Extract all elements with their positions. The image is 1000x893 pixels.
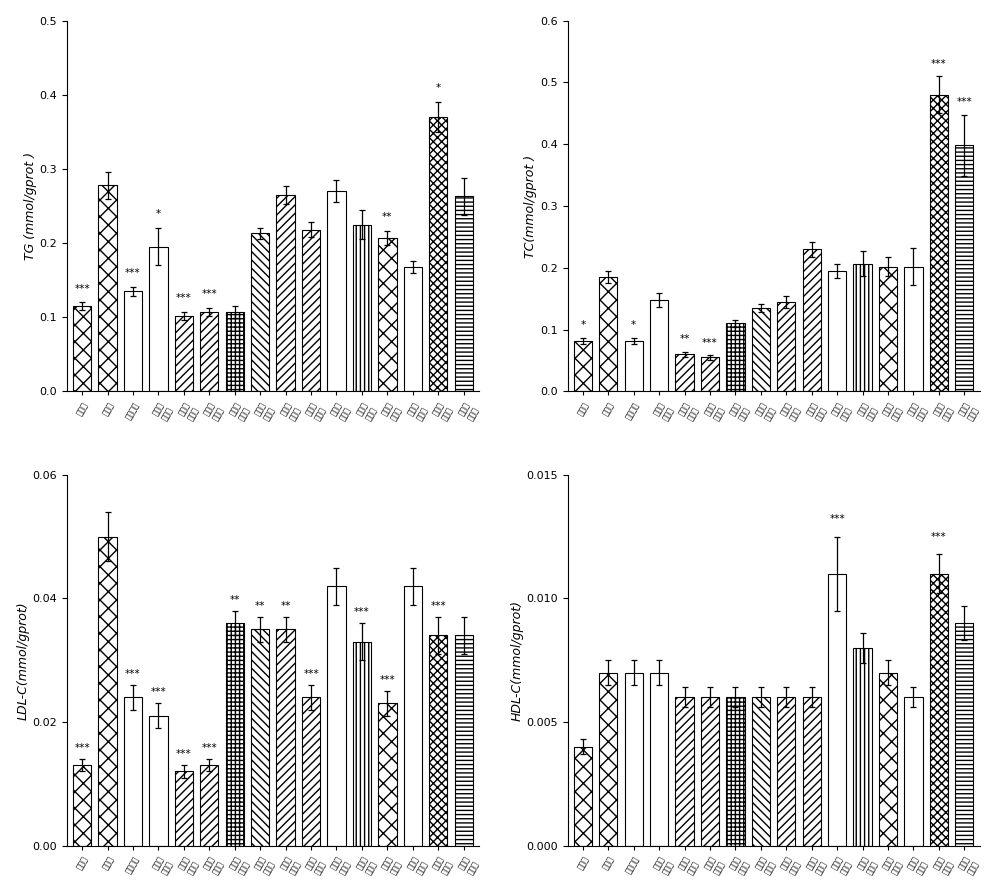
Text: *: * [436, 83, 441, 94]
Bar [149, 716, 168, 846]
Bar [955, 623, 973, 846]
Bar [353, 225, 371, 391]
Bar [625, 341, 643, 391]
Bar [302, 230, 320, 391]
Text: ***: *** [931, 59, 947, 69]
Bar [124, 697, 142, 846]
Y-axis label: TC(mmol/gprot ): TC(mmol/gprot ) [524, 154, 537, 257]
Bar [378, 238, 397, 391]
Text: ***: *** [702, 338, 718, 347]
Bar [276, 630, 295, 846]
Bar [904, 267, 923, 391]
Text: ***: *** [74, 284, 90, 294]
Bar [378, 704, 397, 846]
Bar [955, 146, 973, 391]
Bar [650, 672, 668, 846]
Bar [675, 697, 694, 846]
Bar [200, 765, 218, 846]
Bar [675, 355, 694, 391]
Text: **: ** [280, 601, 291, 611]
Bar [455, 636, 473, 846]
Text: ***: *** [303, 669, 319, 679]
Text: *: * [580, 321, 585, 330]
Bar [828, 271, 846, 391]
Bar [73, 306, 91, 391]
Bar [930, 573, 948, 846]
Bar [455, 196, 473, 391]
Bar [429, 117, 447, 391]
Bar [777, 697, 795, 846]
Text: ***: *** [956, 97, 972, 107]
Bar [828, 573, 846, 846]
Text: ***: *** [201, 289, 217, 299]
Text: *: * [156, 209, 161, 220]
Bar [803, 697, 821, 846]
Bar [599, 672, 617, 846]
Text: ***: *** [379, 675, 395, 685]
Bar [251, 233, 269, 391]
Bar [302, 697, 320, 846]
Bar [930, 95, 948, 391]
Bar [429, 636, 447, 846]
Bar [175, 316, 193, 391]
Text: ***: *** [354, 607, 370, 617]
Bar [752, 308, 770, 391]
Text: ***: *** [74, 743, 90, 753]
Text: **: ** [382, 212, 393, 221]
Bar [803, 249, 821, 391]
Bar [175, 772, 193, 846]
Bar [404, 586, 422, 846]
Bar [226, 312, 244, 391]
Text: ***: *** [430, 601, 446, 611]
Bar [726, 697, 745, 846]
Text: ***: *** [931, 531, 947, 541]
Text: ***: *** [829, 514, 845, 524]
Bar [726, 323, 745, 391]
Bar [879, 267, 897, 391]
Bar [276, 195, 295, 391]
Bar [353, 642, 371, 846]
Text: **: ** [679, 335, 690, 345]
Bar [73, 765, 91, 846]
Bar [251, 630, 269, 846]
Bar [149, 246, 168, 391]
Bar [879, 672, 897, 846]
Bar [98, 185, 117, 391]
Text: ***: *** [125, 268, 141, 278]
Text: ***: *** [176, 293, 192, 304]
Y-axis label: LDL-C(mmol/gprot): LDL-C(mmol/gprot) [17, 601, 30, 720]
Text: ***: *** [125, 669, 141, 679]
Bar [226, 623, 244, 846]
Bar [124, 291, 142, 391]
Bar [574, 747, 592, 846]
Bar [777, 302, 795, 391]
Text: **: ** [255, 601, 265, 611]
Text: ***: *** [201, 743, 217, 753]
Bar [853, 647, 872, 846]
Y-axis label: HDL-C(mmol/gprot): HDL-C(mmol/gprot) [510, 600, 523, 721]
Bar [701, 357, 719, 391]
Bar [650, 300, 668, 391]
Bar [98, 537, 117, 846]
Text: *: * [631, 321, 636, 330]
Text: **: ** [230, 595, 240, 605]
Bar [200, 312, 218, 391]
Bar [574, 341, 592, 391]
Text: ***: *** [176, 749, 192, 759]
Bar [599, 277, 617, 391]
Bar [701, 697, 719, 846]
Bar [752, 697, 770, 846]
Bar [327, 586, 346, 846]
Text: ***: *** [151, 688, 166, 697]
Bar [404, 267, 422, 391]
Y-axis label: TG (mmol/gprot ): TG (mmol/gprot ) [24, 152, 37, 260]
Bar [625, 672, 643, 846]
Bar [853, 263, 872, 391]
Bar [327, 191, 346, 391]
Bar [904, 697, 923, 846]
